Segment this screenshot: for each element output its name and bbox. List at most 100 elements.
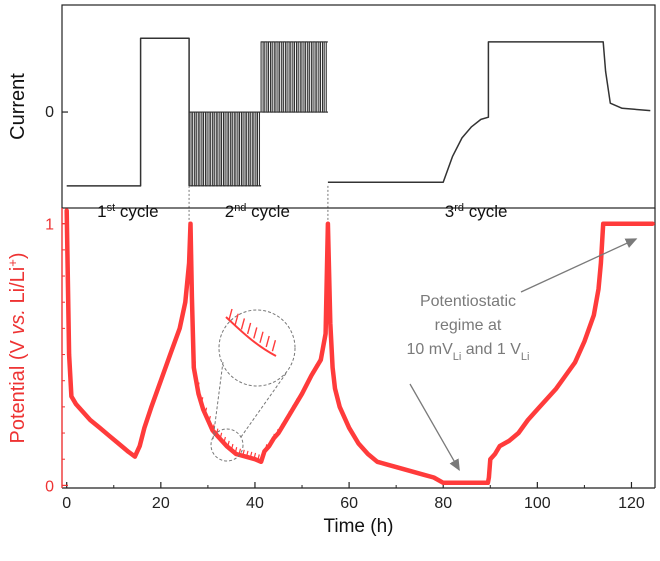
text-layer: 0 20 40 60 80 100 120 Time (h) 0 Current 0 1 Potenti…	[5, 73, 645, 537]
potential-pulse-spike	[193, 361, 196, 368]
top-y-tick-label-0: 0	[45, 104, 54, 121]
potential-pulse-spike	[309, 371, 313, 378]
potential-pulse-spike	[245, 450, 249, 458]
inset-layer	[210, 308, 296, 462]
inset-pulse-spike	[234, 313, 239, 325]
cycle-label-1: 1st cycle	[97, 202, 159, 221]
inset-connector-left	[212, 361, 224, 440]
potential-line	[64, 208, 655, 486]
inset-pulse-spike	[259, 331, 264, 343]
potential-pulse-spike	[287, 411, 290, 418]
x-tick-label-120: 120	[618, 495, 645, 512]
x-tick-label-20: 20	[152, 495, 170, 512]
annotation-line-2: regime at	[435, 317, 502, 334]
potential-pulse-spike	[272, 433, 275, 440]
x-tick-label-80: 80	[434, 495, 452, 512]
annotation-line-3: 10 mVLi and 1 VLi	[407, 341, 530, 363]
bottom-y-axis-label-part: )	[7, 252, 29, 259]
potential-pulse-spike	[196, 382, 200, 389]
potential-pulse-spike	[268, 439, 272, 447]
inset-pulse-spike	[240, 318, 246, 330]
top-panel	[66, 37, 651, 187]
cycle-label-2: 2nd cycle	[225, 202, 290, 221]
potential-pulse-spike	[212, 424, 215, 431]
potential-pulse-spike	[324, 327, 328, 334]
potential-pulse-spike	[283, 417, 287, 424]
annotation-part: Potentiostatic	[420, 293, 516, 310]
annotation-part: regime at	[435, 317, 502, 334]
annotation-part: and 1 V	[461, 341, 521, 358]
cycle-label-superscript: nd	[234, 202, 246, 214]
current-line-segment-3	[327, 41, 651, 183]
bottom-y-tick-label-0: 0	[45, 478, 54, 495]
annotation-part: 10 mV	[407, 341, 454, 358]
current-pulse-train-2	[260, 41, 328, 113]
cycle-label-text: cycle	[246, 202, 289, 221]
potential-pulse-spike	[279, 423, 283, 431]
potential-pulse-spike	[204, 407, 208, 414]
inset-connector-right	[240, 371, 288, 438]
inset-pulse-spike	[253, 327, 258, 339]
inset-pulse-spike	[265, 335, 270, 348]
potential-pulse-spike	[313, 364, 317, 371]
annotation-arrow-low	[409, 383, 460, 472]
potential-pulse-spike	[294, 398, 298, 405]
potential-pulse-spike	[291, 404, 294, 412]
inset-potential-curve	[225, 316, 277, 357]
potential-pulse-spike	[317, 358, 321, 365]
x-tick-label-60: 60	[340, 495, 358, 512]
potential-pulse-spike	[208, 415, 211, 423]
cycle-label-superscript: st	[107, 202, 116, 214]
cycle-label-text: cycle	[464, 202, 507, 221]
potential-pulse-spike	[219, 432, 223, 439]
potential-pulse-spike	[264, 444, 268, 451]
potential-pulse-spike	[302, 385, 306, 393]
bottom-panel	[64, 208, 655, 486]
potential-pulse-spike	[234, 447, 238, 454]
current-pulse-train-1	[188, 111, 262, 187]
bottom-y-axis-label-part: Potential (V	[7, 335, 29, 444]
x-axis-label: Time (h)	[323, 516, 393, 537]
annotation-arrow-high	[520, 238, 638, 293]
potential-pulse-spike	[230, 443, 234, 451]
cycle-label-superscript: rd	[454, 202, 464, 214]
bottom-y-axis-label: Potential (V vs. Li/Li+)	[5, 252, 30, 443]
potential-pulse-spike	[253, 452, 257, 460]
potential-pulse-spike	[257, 454, 260, 461]
inset-pulse-spike	[228, 308, 233, 321]
inset-pulse-spike	[271, 339, 277, 352]
inset-source-circle	[210, 428, 244, 462]
cycle-label-text: cycle	[115, 202, 158, 221]
bottom-y-tick-label-1: 1	[45, 217, 54, 234]
cycle-label-3: 3rd cycle	[445, 202, 508, 221]
inset-pulse-spike	[246, 322, 252, 335]
bottom-y-axis-label-part: vs.	[7, 309, 29, 335]
annotation-part: Li	[453, 351, 462, 363]
potential-pulse-spike	[200, 397, 204, 404]
potential-pulse-spike	[223, 436, 226, 444]
potential-pulse-spike	[238, 448, 242, 455]
x-tick-label-40: 40	[246, 495, 264, 512]
axes-frames	[61, 4, 656, 489]
annotation-part: Li	[521, 351, 530, 363]
potential-pulse-spike	[260, 454, 264, 461]
potential-pulse-spike	[276, 428, 279, 436]
x-tick-label-100: 100	[524, 495, 551, 512]
current-line-segment-0	[66, 37, 190, 187]
top-y-axis-label: Current	[7, 73, 29, 140]
x-tick-label-0: 0	[62, 495, 71, 512]
potential-pulse-spike	[321, 348, 324, 355]
bottom-y-axis-label-part: Li/Li	[7, 267, 29, 309]
cycle-label-number: 3	[445, 202, 454, 221]
bottom-y-axis-label-part: +	[5, 259, 20, 267]
potential-pulse-spike	[227, 440, 230, 448]
annotation-line-1: Potentiostatic	[420, 293, 516, 310]
potential-pulse-spike	[306, 378, 309, 385]
potential-pulse-spike	[298, 392, 302, 399]
potential-pulse-spike	[215, 428, 219, 435]
potential-pulse-spike	[249, 451, 253, 459]
potential-pulse-spike	[242, 449, 245, 456]
cycle-label-number: 2	[225, 202, 234, 221]
